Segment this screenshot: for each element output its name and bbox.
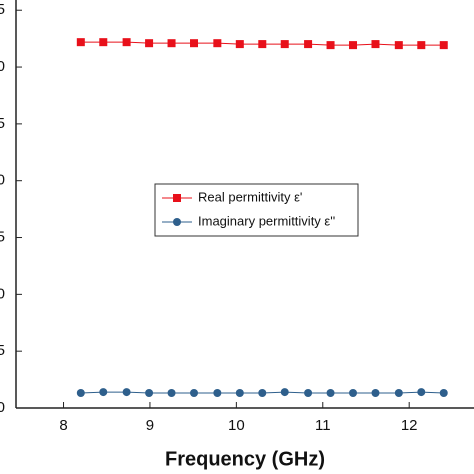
data-point — [190, 388, 199, 397]
x-tick-label: 9 — [146, 417, 154, 434]
legend-marker — [173, 218, 181, 226]
data-point — [235, 388, 244, 397]
data-point — [99, 388, 108, 397]
data-point — [349, 41, 358, 50]
data-point — [371, 388, 380, 397]
data-point — [213, 388, 222, 397]
y-tick-label: 15 — [0, 228, 5, 245]
legend-label: Real permittivity ε' — [198, 189, 302, 204]
data-point — [258, 40, 267, 49]
data-point — [280, 40, 289, 49]
data-point — [76, 388, 85, 397]
data-point — [394, 388, 403, 397]
y-tick-label: 20 — [0, 172, 5, 189]
x-axis-label: Frequency (GHz) — [165, 448, 325, 470]
data-point — [258, 388, 267, 397]
data-point — [439, 41, 448, 50]
data-point — [394, 41, 403, 50]
y-tick-label: 35 — [0, 1, 5, 18]
data-point — [304, 388, 313, 397]
data-point — [439, 388, 448, 397]
data-point — [417, 388, 426, 397]
data-point — [304, 40, 313, 49]
data-point — [349, 388, 358, 397]
data-point — [122, 388, 131, 397]
legend-box — [154, 183, 359, 237]
data-point — [371, 40, 380, 49]
legend-marker — [173, 194, 181, 202]
data-point — [76, 38, 85, 47]
y-tick-label: 10 — [0, 285, 5, 302]
data-point — [167, 39, 176, 48]
data-point — [326, 41, 335, 50]
x-tick-label: 10 — [228, 417, 245, 434]
data-point — [145, 388, 154, 397]
data-point — [122, 38, 131, 47]
x-tick-label: 11 — [315, 417, 331, 434]
y-tick-label: 30 — [0, 58, 5, 75]
data-point — [280, 388, 289, 397]
y-tick-label: 25 — [0, 115, 5, 132]
legend-label: Imaginary permittivity ε'' — [198, 213, 335, 228]
data-point — [326, 388, 335, 397]
x-tick-label: 8 — [59, 417, 67, 434]
data-point — [190, 39, 199, 48]
x-tick-label: 12 — [401, 417, 418, 434]
data-point — [145, 39, 154, 48]
data-point — [235, 40, 244, 49]
data-point — [213, 39, 222, 48]
y-tick-label: 5 — [0, 342, 5, 359]
data-point — [167, 388, 176, 397]
y-tick-label: 0 — [0, 399, 5, 416]
data-point — [417, 41, 426, 50]
data-point — [99, 38, 108, 47]
